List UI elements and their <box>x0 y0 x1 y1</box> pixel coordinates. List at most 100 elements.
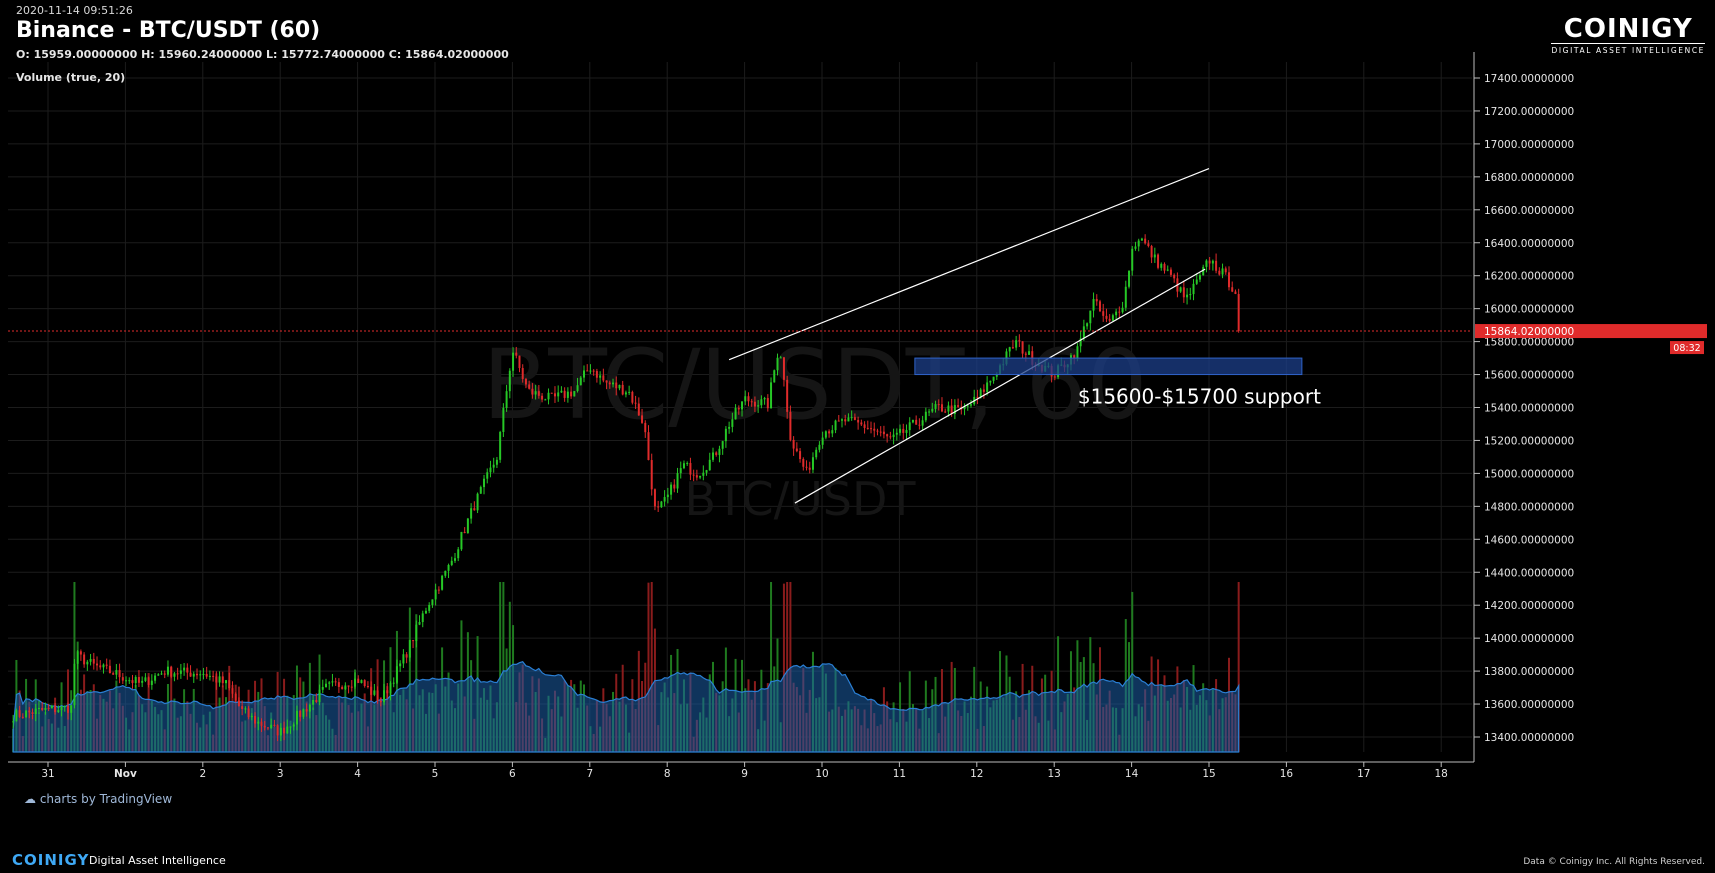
candle-body <box>808 467 811 470</box>
candle-body <box>792 439 795 449</box>
candle-body <box>866 427 869 429</box>
candle-body <box>728 426 731 429</box>
candle-body <box>844 419 847 422</box>
candle-body <box>928 411 931 413</box>
candle-body <box>450 560 453 565</box>
candle-body <box>354 678 357 687</box>
candle-body <box>679 468 682 474</box>
candle-body <box>1215 260 1218 271</box>
candle-body <box>92 658 95 664</box>
candle-body <box>383 690 386 703</box>
countdown-badge <box>1670 341 1704 355</box>
candle-body <box>141 680 144 683</box>
candle-body <box>457 549 460 559</box>
candle-body <box>515 352 518 356</box>
candle-body <box>1182 287 1185 298</box>
candle-body <box>1102 311 1105 316</box>
candle-body <box>908 422 911 431</box>
time-tick-label: 10 <box>815 768 828 780</box>
candle-body <box>89 658 92 662</box>
price-tick-label: 16400.00000000 <box>1484 238 1574 250</box>
candle-body <box>860 422 863 425</box>
candle-body <box>160 673 163 675</box>
candle-body <box>731 419 734 427</box>
logo-tagline: DIGITAL ASSET INTELLIGENCE <box>1551 43 1705 55</box>
candle-body <box>518 355 521 369</box>
candle-body <box>331 681 334 683</box>
price-axis[interactable]: 13400.00000000 13600.00000000 13800.000000… <box>1473 52 1574 762</box>
candle-body <box>1218 270 1221 275</box>
candle-body <box>1224 268 1227 273</box>
candle-body <box>299 710 302 717</box>
candle-body <box>1105 315 1108 319</box>
candle-body <box>21 716 24 718</box>
candle-body <box>395 666 398 683</box>
price-tick-label: 13600.00000000 <box>1484 699 1574 711</box>
candle-body <box>1227 272 1230 288</box>
candle-body <box>699 475 702 478</box>
volume-indicator-label[interactable]: Volume (true, 20) <box>16 71 126 84</box>
candlesticks <box>12 234 1240 742</box>
candle-body <box>505 391 508 408</box>
candle-body <box>105 664 108 666</box>
candle-body <box>54 705 57 713</box>
candle-body <box>840 419 843 421</box>
candle-body <box>915 419 918 425</box>
candle-body <box>779 357 782 359</box>
candle-body <box>1211 260 1214 264</box>
candle-body <box>979 389 982 398</box>
candle-body <box>718 448 721 455</box>
candle-body <box>934 404 937 409</box>
candle-body <box>1082 326 1085 339</box>
last-price-label: 15864.02000000 08:32 <box>1475 324 1707 355</box>
tradingview-attribution[interactable]: ☁ charts by TradingView <box>24 792 172 806</box>
candle-body <box>1021 341 1024 354</box>
candle-body <box>892 434 895 438</box>
candle-body <box>947 405 950 412</box>
candle-body <box>1111 315 1114 321</box>
volume-bar <box>408 607 411 752</box>
price-tick-label: 15800.00000000 <box>1484 337 1574 349</box>
candle-body <box>63 705 66 707</box>
candle-body <box>202 673 205 675</box>
candle-body <box>318 689 321 703</box>
symbol-watermark: BTC/USDT, 60 BTC/USDT <box>482 329 1147 526</box>
candle-body <box>770 382 773 409</box>
candle-body <box>595 371 598 378</box>
candle-body <box>373 690 376 695</box>
candle-body <box>634 402 637 404</box>
candle-body <box>441 575 444 590</box>
candle-body <box>1140 238 1143 241</box>
candle-body <box>99 665 102 668</box>
candle-body <box>537 391 540 396</box>
candle-body <box>386 690 389 694</box>
candle-body <box>534 391 537 395</box>
candle-body <box>112 673 115 675</box>
price-tick-label: 15200.00000000 <box>1484 435 1574 447</box>
candle-body <box>128 680 131 682</box>
footer-credit: Data © Coinigy Inc. All Rights Reserved. <box>1523 857 1705 867</box>
candle-body <box>931 408 934 412</box>
trendline <box>728 168 1210 361</box>
volume-bar <box>647 582 650 752</box>
candle-body <box>273 724 276 726</box>
candle-body <box>676 473 679 489</box>
candle-body <box>818 444 821 450</box>
candle-body <box>399 663 402 667</box>
candle-body <box>344 685 347 690</box>
candle-body <box>682 463 685 469</box>
candle-body <box>495 459 498 465</box>
candle-body <box>215 676 218 683</box>
candle-body <box>547 392 550 400</box>
candle-body <box>799 451 802 460</box>
candle-body <box>721 441 724 449</box>
time-axis[interactable]: 31 Nov 2 3 4 5 6 7 8 9 10 11 12 13 14 15 16 17 18 <box>8 761 1474 780</box>
candle-body <box>686 462 689 464</box>
cloud-icon: ☁ <box>24 792 36 806</box>
candle-body <box>276 725 279 736</box>
volume-bar <box>782 583 785 752</box>
candle-body <box>531 388 534 395</box>
candle-body <box>905 430 908 433</box>
candle-body <box>1195 279 1198 284</box>
